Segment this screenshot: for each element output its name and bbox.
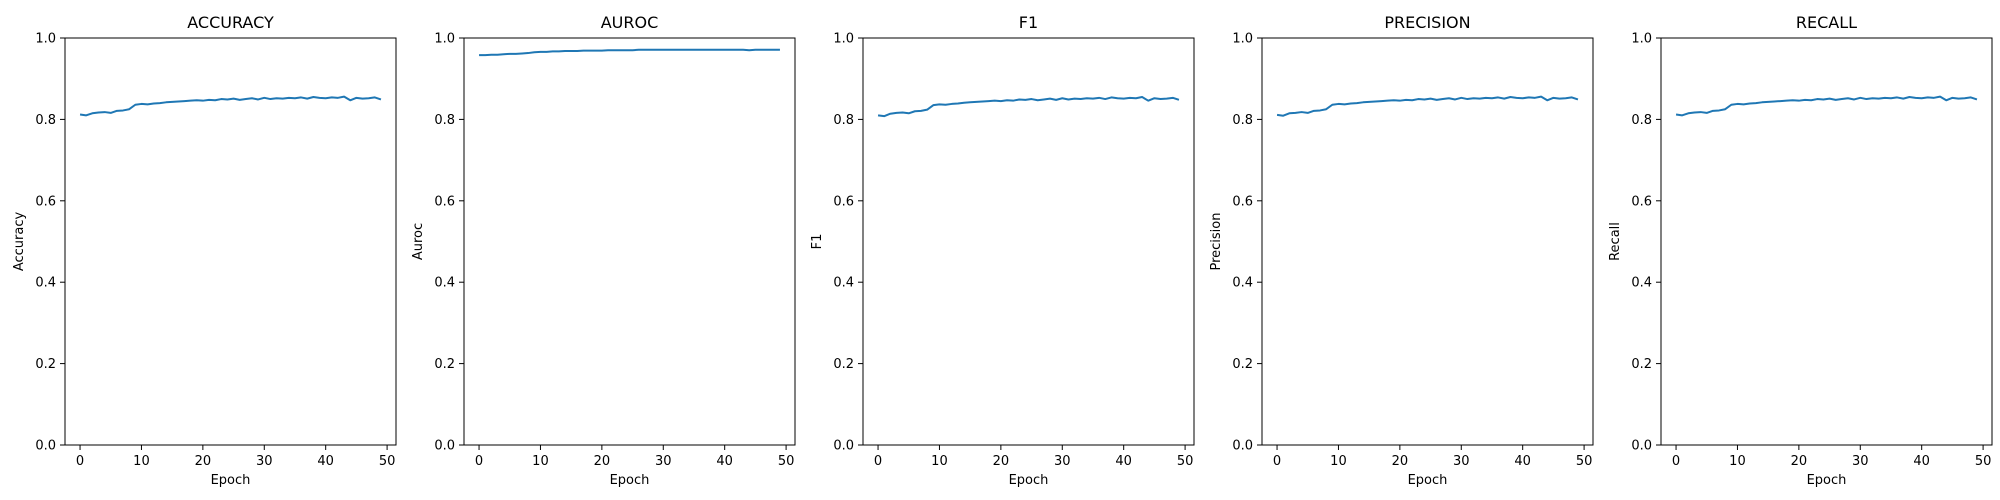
x-axis-label: Epoch <box>1408 473 1448 488</box>
y-tick-label: 1.0 <box>833 32 854 47</box>
chart-title: PRECISION <box>1384 13 1470 32</box>
y-tick-label: 0.4 <box>434 276 455 291</box>
y-tick-label: 0.2 <box>35 357 56 372</box>
chart-panel-recall: RECALL 0.0 0.2 0.4 0.6 0.8 1.0 0 10 20 30 40 50 Epoch… <box>1608 13 1993 488</box>
plot-frame <box>1261 37 1594 446</box>
y-tick-label: 0.8 <box>35 113 56 128</box>
y-tick-label: 0.2 <box>833 357 854 372</box>
x-tick-label: 20 <box>195 454 212 469</box>
y-tick-label: 0.8 <box>833 113 854 128</box>
y-axis-label: F1 <box>810 234 825 250</box>
x-tick-label: 0 <box>1273 454 1281 469</box>
series-line-0 <box>479 48 780 57</box>
plot-frame <box>862 37 1195 446</box>
y-tick-label: 0.0 <box>1232 439 1253 454</box>
x-tick-label: 30 <box>1852 454 1869 469</box>
x-tick-label: 40 <box>1514 454 1531 469</box>
series-line-0 <box>1276 95 1579 117</box>
x-tick-label: 0 <box>874 454 882 469</box>
y-tick-label: 0.4 <box>35 276 56 291</box>
y-axis-label: Recall <box>1608 222 1623 261</box>
x-tick-label: 50 <box>1177 454 1194 469</box>
x-axis-label: Epoch <box>1009 473 1049 488</box>
y-tick-label: 1.0 <box>434 32 455 47</box>
y-tick-label: 0.6 <box>833 194 854 209</box>
chart-panel-precision: PRECISION 0.0 0.2 0.4 0.6 0.8 1.0 0 10 20 30 40 50 Ep… <box>1209 13 1594 488</box>
y-tick-label: 1.0 <box>1631 32 1652 47</box>
y-tick-label: 0.6 <box>1232 194 1253 209</box>
y-tick-label: 0.0 <box>434 439 455 454</box>
x-tick-label: 40 <box>317 454 334 469</box>
x-tick-label: 40 <box>1115 454 1132 469</box>
x-tick-label: 40 <box>1913 454 1930 469</box>
y-tick-label: 0.6 <box>35 194 56 209</box>
chart-panel-auroc: AUROC 0.0 0.2 0.4 0.6 0.8 1.0 0 10 20 30 40 50 Epoch A… <box>411 13 796 488</box>
y-tick-label: 0.4 <box>1232 276 1253 291</box>
series-line-0 <box>79 95 382 117</box>
x-axis-label: Epoch <box>1807 473 1847 488</box>
x-tick-label: 50 <box>778 454 795 469</box>
plot-frame <box>64 37 397 446</box>
x-tick-label: 40 <box>716 454 733 469</box>
chart-title: AUROC <box>601 13 659 32</box>
x-tick-label: 30 <box>256 454 273 469</box>
x-tick-label: 50 <box>1975 454 1992 469</box>
y-tick-label: 0.0 <box>1631 439 1652 454</box>
y-tick-label: 0.2 <box>1232 357 1253 372</box>
y-tick-label: 0.6 <box>1631 194 1652 209</box>
chart-panel-accuracy: ACCURACY 0.0 0.2 0.4 0.6 0.8 1.0 0 10 20 30 40 50 Epo… <box>12 13 397 488</box>
y-tick-label: 0.8 <box>1232 113 1253 128</box>
x-tick-label: 10 <box>1729 454 1746 469</box>
chart-title: F1 <box>1019 13 1038 32</box>
y-axis-label: Accuracy <box>12 212 27 272</box>
x-tick-label: 50 <box>379 454 396 469</box>
y-tick-label: 1.0 <box>35 32 56 47</box>
x-tick-label: 0 <box>76 454 84 469</box>
x-tick-label: 10 <box>532 454 549 469</box>
x-tick-label: 10 <box>931 454 948 469</box>
x-tick-label: 20 <box>1392 454 1409 469</box>
x-axis-label: Epoch <box>610 473 650 488</box>
y-tick-label: 0.8 <box>1631 113 1652 128</box>
series-line-0 <box>1675 95 1978 117</box>
x-tick-label: 50 <box>1576 454 1593 469</box>
y-tick-label: 0.4 <box>833 276 854 291</box>
x-tick-label: 30 <box>1054 454 1071 469</box>
x-tick-label: 30 <box>1453 454 1470 469</box>
y-tick-label: 1.0 <box>1232 32 1253 47</box>
x-tick-label: 10 <box>1330 454 1347 469</box>
x-tick-label: 0 <box>1672 454 1680 469</box>
y-tick-label: 0.0 <box>833 439 854 454</box>
x-tick-label: 0 <box>475 454 483 469</box>
chart-title: RECALL <box>1796 13 1857 32</box>
x-tick-label: 30 <box>655 454 672 469</box>
plot-frame <box>463 37 796 446</box>
y-tick-label: 0.8 <box>434 113 455 128</box>
y-tick-label: 0.2 <box>1631 357 1652 372</box>
y-tick-label: 0.2 <box>434 357 455 372</box>
y-axis-label: Precision <box>1209 212 1224 270</box>
x-tick-label: 20 <box>993 454 1010 469</box>
x-axis-label: Epoch <box>211 473 251 488</box>
chart-panel-f1: F1 0.0 0.2 0.4 0.6 0.8 1.0 0 10 20 30 40 50 Epoch F1 <box>810 13 1195 488</box>
chart-title: ACCURACY <box>187 13 274 32</box>
y-axis-label: Auroc <box>411 223 426 260</box>
x-tick-label: 20 <box>1791 454 1808 469</box>
plot-frame <box>1660 37 1993 446</box>
x-tick-label: 10 <box>133 454 150 469</box>
y-tick-label: 0.4 <box>1631 276 1652 291</box>
series-line-0 <box>877 96 1180 118</box>
y-tick-label: 0.0 <box>35 439 56 454</box>
x-tick-label: 20 <box>594 454 611 469</box>
y-tick-label: 0.6 <box>434 194 455 209</box>
